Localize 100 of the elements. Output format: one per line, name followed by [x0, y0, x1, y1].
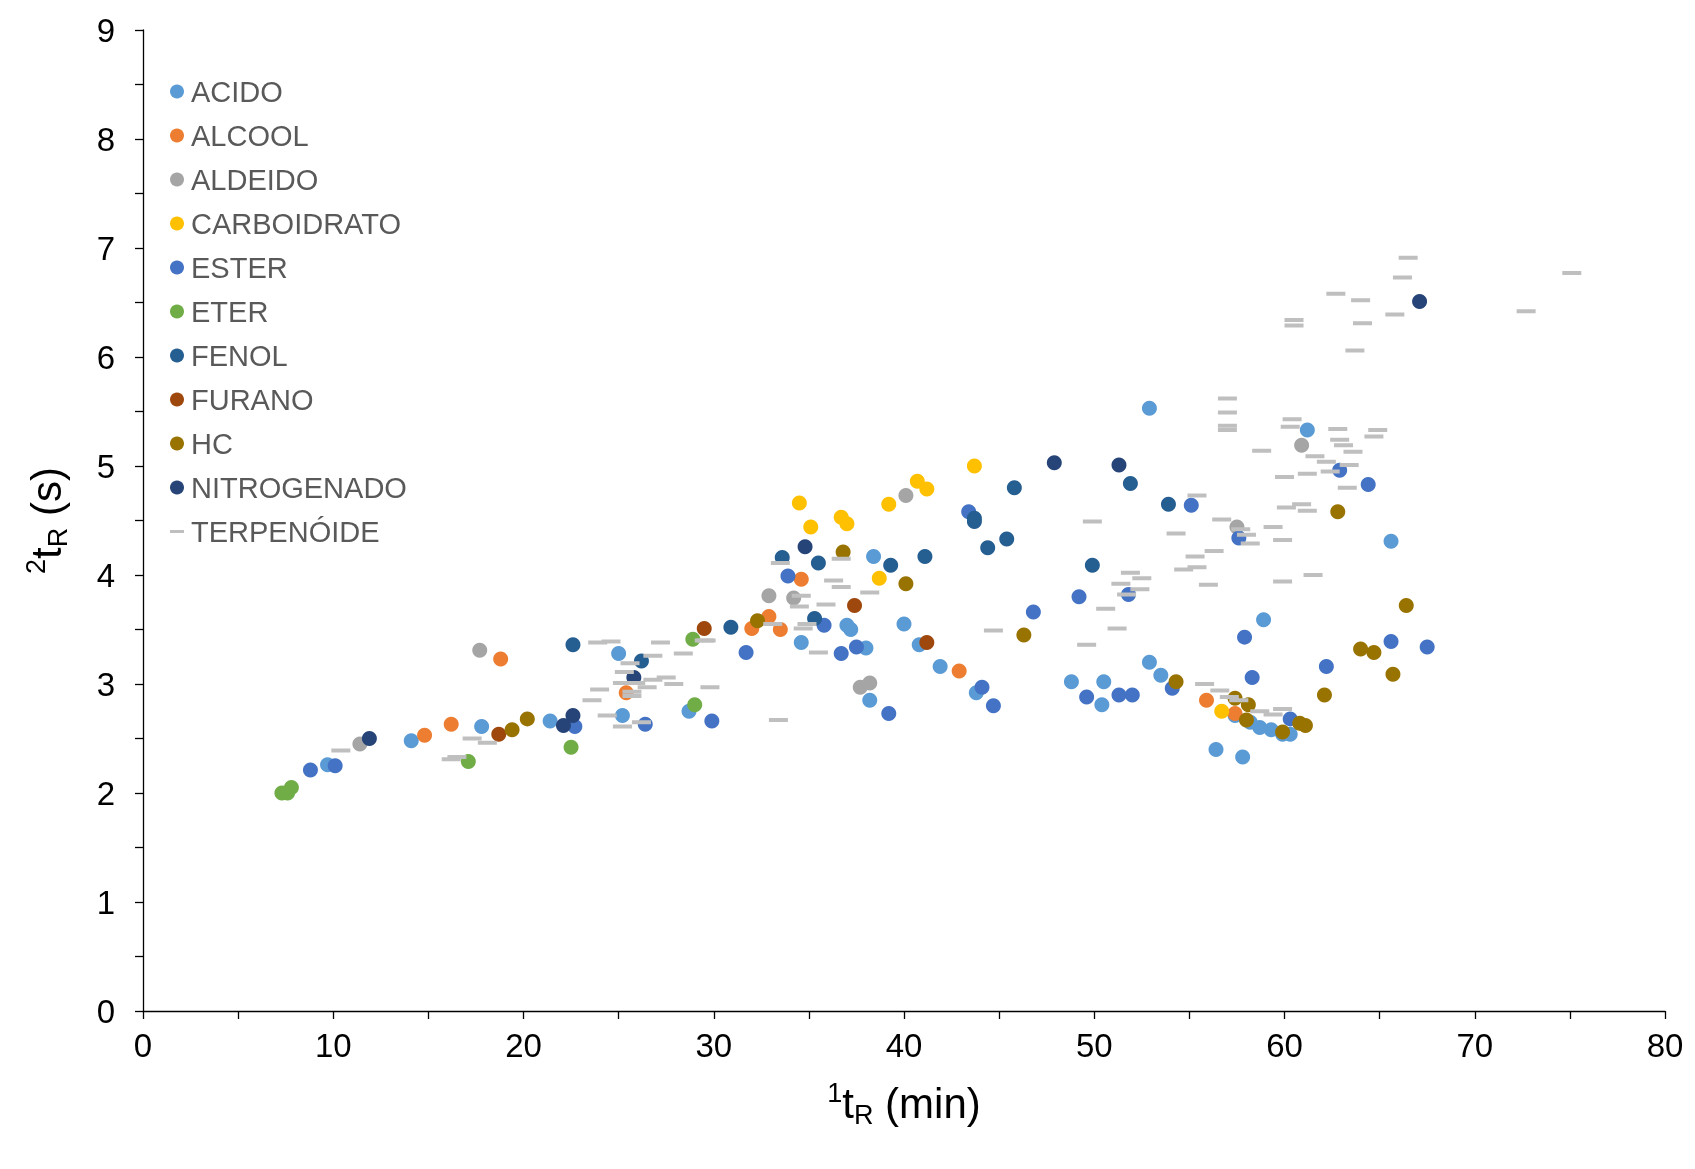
point — [403, 733, 419, 749]
point — [1208, 741, 1224, 757]
legend-label: NITROGENADO — [191, 471, 407, 504]
point — [862, 675, 878, 691]
point — [1025, 604, 1041, 620]
x-tick-label: 40 — [885, 1027, 923, 1064]
point — [474, 719, 490, 735]
y-tick-label: 3 — [96, 665, 115, 703]
point — [302, 762, 318, 778]
point — [1294, 437, 1310, 453]
point — [1385, 666, 1401, 682]
point — [1237, 629, 1253, 645]
point — [611, 645, 627, 661]
legend-label: CARBOIDRATO — [191, 207, 402, 240]
point — [1419, 639, 1435, 655]
point — [1297, 717, 1313, 733]
point — [1199, 692, 1214, 708]
point — [951, 663, 967, 679]
point — [1183, 497, 1199, 513]
point — [791, 495, 807, 511]
point — [491, 726, 507, 742]
point — [542, 713, 558, 729]
point — [1318, 659, 1334, 675]
point — [1096, 674, 1112, 690]
point — [847, 598, 863, 614]
point — [1412, 293, 1428, 309]
point — [696, 620, 712, 636]
point — [1141, 654, 1157, 670]
point — [555, 717, 571, 733]
point — [974, 679, 990, 695]
point — [932, 659, 948, 675]
point — [793, 635, 809, 651]
point — [1046, 455, 1062, 471]
point — [1383, 533, 1399, 549]
y-tick-label: 6 — [96, 338, 115, 376]
point — [1084, 557, 1100, 573]
point — [1238, 712, 1254, 728]
point — [761, 588, 777, 604]
point — [723, 619, 739, 635]
point — [1299, 422, 1315, 438]
point — [1214, 703, 1230, 719]
point — [833, 645, 849, 661]
legend-label: ESTER — [191, 251, 288, 284]
point — [1256, 612, 1272, 628]
point — [1141, 400, 1157, 416]
point — [1122, 475, 1138, 491]
point — [1016, 627, 1032, 643]
point — [1006, 480, 1022, 496]
point — [810, 555, 826, 571]
point — [361, 731, 377, 746]
x-tick-label: 10 — [314, 1027, 352, 1064]
point — [896, 616, 912, 632]
point — [565, 708, 581, 724]
point — [472, 642, 488, 658]
point — [919, 481, 935, 497]
x-tick-label: 60 — [1266, 1027, 1303, 1064]
legend-label: HC — [191, 427, 233, 460]
legend-label: ALCOOL — [191, 119, 309, 152]
point — [750, 613, 766, 629]
y-tick-label: 4 — [96, 556, 115, 594]
point — [1111, 457, 1127, 473]
legend-label: ETER — [191, 295, 269, 328]
point — [327, 758, 343, 774]
point — [1366, 644, 1382, 660]
legend-label: FENOL — [191, 339, 288, 372]
point — [704, 713, 720, 729]
point — [803, 519, 819, 535]
y-tick-label: 0 — [96, 992, 115, 1030]
point — [1398, 598, 1414, 614]
point — [843, 622, 859, 637]
point — [1353, 641, 1369, 657]
point — [917, 548, 933, 564]
point — [614, 708, 630, 724]
point — [919, 635, 935, 651]
point — [848, 639, 864, 655]
point — [687, 697, 703, 713]
point — [1160, 496, 1176, 512]
point — [985, 698, 1001, 714]
point — [871, 570, 887, 586]
point — [883, 557, 899, 573]
point — [565, 637, 581, 653]
y-tick-label: 2 — [96, 774, 115, 812]
legend-label: ALDEIDO — [191, 163, 319, 196]
point — [797, 539, 813, 555]
point — [504, 722, 520, 738]
y-axis-title: 2tR (s) — [20, 467, 73, 574]
point — [866, 548, 882, 564]
y-tick-label: 8 — [96, 120, 115, 158]
point — [898, 576, 914, 592]
point — [1330, 504, 1346, 520]
point — [793, 571, 809, 587]
point — [1316, 687, 1332, 703]
point — [460, 753, 476, 769]
y-tick-label: 9 — [96, 11, 115, 49]
y-tick-label: 7 — [96, 229, 115, 267]
point — [966, 458, 982, 474]
point — [839, 516, 855, 532]
point — [1244, 669, 1260, 685]
point — [862, 692, 878, 708]
point — [999, 531, 1015, 547]
